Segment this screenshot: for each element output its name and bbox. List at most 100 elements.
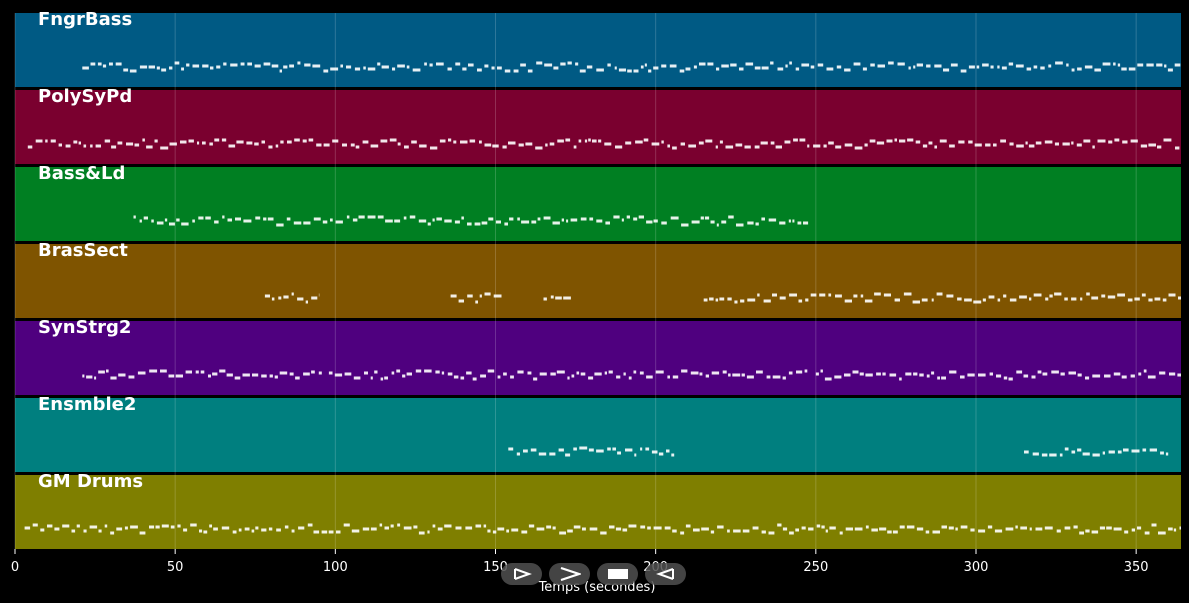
- note: [647, 526, 651, 530]
- note: [308, 138, 314, 142]
- note: [210, 66, 214, 70]
- note: [638, 215, 644, 219]
- note: [557, 139, 564, 143]
- note: [580, 217, 587, 221]
- track-label: Ensmble2: [38, 394, 136, 415]
- note: [588, 138, 591, 142]
- note: [934, 145, 937, 149]
- note: [579, 69, 586, 73]
- note: [126, 142, 134, 146]
- note: [235, 217, 241, 221]
- note: [1134, 297, 1140, 301]
- note: [521, 530, 528, 534]
- note: [518, 143, 524, 147]
- note: [508, 447, 514, 451]
- note: [770, 61, 774, 65]
- note: [653, 219, 658, 223]
- note: [728, 215, 734, 219]
- note: [955, 527, 958, 531]
- note: [681, 223, 689, 227]
- note: [1084, 65, 1093, 69]
- note: [892, 530, 898, 534]
- note: [110, 376, 117, 380]
- note: [889, 373, 897, 377]
- note: [330, 218, 333, 222]
- note: [323, 143, 330, 147]
- stop-button[interactable]: [597, 563, 638, 585]
- note: [906, 525, 915, 529]
- note: [1062, 142, 1070, 146]
- note: [973, 300, 982, 304]
- note: [633, 217, 638, 221]
- note: [725, 145, 734, 149]
- note: [261, 528, 267, 532]
- note: [181, 222, 189, 226]
- x-tick-label: 350: [1124, 560, 1149, 575]
- note: [839, 531, 843, 535]
- note: [913, 65, 916, 69]
- note: [117, 141, 123, 145]
- rewind-button[interactable]: [501, 563, 542, 585]
- note: [926, 64, 931, 68]
- note: [651, 142, 660, 146]
- note: [1123, 448, 1129, 452]
- note: [1106, 526, 1112, 530]
- note: [447, 67, 452, 71]
- note: [916, 63, 923, 67]
- note: [1029, 527, 1032, 531]
- note: [336, 530, 341, 534]
- note: [978, 529, 986, 533]
- note: [203, 530, 208, 534]
- note: [246, 141, 253, 145]
- note: [435, 370, 440, 374]
- track-label: FngrBass: [38, 9, 132, 30]
- track-label: GM Drums: [38, 471, 143, 492]
- note: [202, 64, 209, 68]
- note: [834, 375, 842, 379]
- note: [633, 370, 637, 374]
- note: [156, 66, 160, 70]
- note: [1137, 526, 1142, 530]
- note: [255, 526, 259, 530]
- note: [227, 218, 232, 222]
- note: [735, 143, 743, 147]
- note: [1091, 530, 1099, 534]
- note: [381, 65, 389, 69]
- track-band: [15, 321, 1181, 395]
- note: [661, 221, 667, 225]
- note: [741, 373, 745, 377]
- note: [238, 528, 242, 532]
- note: [785, 64, 788, 68]
- note: [313, 217, 321, 221]
- note: [469, 139, 476, 143]
- note: [1099, 526, 1105, 530]
- note: [939, 139, 947, 143]
- note: [1168, 527, 1173, 531]
- note: [1113, 527, 1122, 531]
- note: [45, 139, 48, 143]
- note: [289, 372, 294, 376]
- play-button[interactable]: [549, 563, 590, 585]
- note: [1028, 144, 1035, 148]
- note: [1077, 448, 1082, 452]
- note: [143, 216, 148, 220]
- note: [825, 529, 828, 533]
- note: [633, 69, 639, 73]
- note: [699, 372, 703, 376]
- note: [816, 524, 821, 528]
- forward-button[interactable]: [645, 563, 686, 585]
- note: [24, 526, 31, 530]
- note: [252, 373, 259, 377]
- note: [746, 375, 754, 379]
- note: [1031, 375, 1036, 379]
- note: [826, 67, 834, 71]
- note: [958, 140, 965, 144]
- note: [745, 62, 754, 66]
- note: [458, 299, 464, 303]
- note: [444, 524, 452, 528]
- note: [853, 294, 858, 298]
- note: [936, 292, 943, 296]
- note: [960, 525, 968, 529]
- note: [307, 523, 313, 527]
- note: [688, 144, 696, 148]
